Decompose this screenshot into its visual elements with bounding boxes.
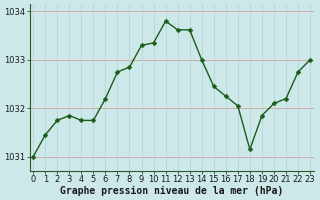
X-axis label: Graphe pression niveau de la mer (hPa): Graphe pression niveau de la mer (hPa) bbox=[60, 186, 283, 196]
